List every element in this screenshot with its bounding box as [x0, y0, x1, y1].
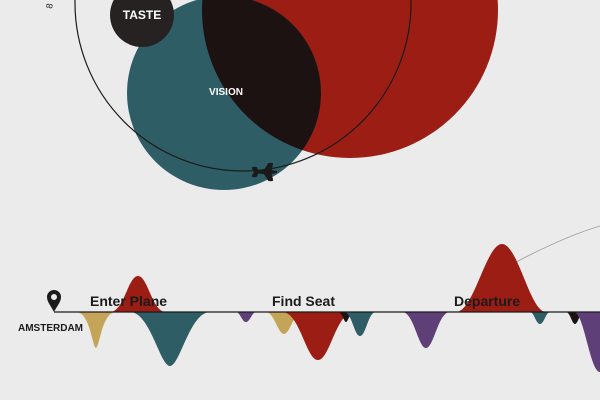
phase-enter-plane: Enter Plane — [90, 293, 167, 309]
flight-orbit — [74, 0, 412, 172]
vision-label: VISION — [209, 87, 243, 98]
wave-purple-2 — [402, 312, 450, 348]
faint-arc — [504, 225, 600, 269]
phase-find-seat: Find Seat — [272, 293, 335, 309]
taste-label: TASTE — [123, 8, 161, 22]
wave-teal-1 — [130, 312, 210, 366]
airplane-icon — [251, 162, 277, 182]
wave-red-3 — [456, 244, 546, 312]
wave-teal-3 — [530, 312, 550, 324]
wave-red-1 — [110, 276, 166, 312]
wave-purple-1 — [236, 312, 256, 322]
wave-red-2 — [282, 312, 354, 360]
orbit-marker-label: 8 — [44, 3, 55, 10]
wave-teal-2 — [344, 312, 376, 336]
taste-bubble — [110, 0, 174, 47]
wave-purple-3 — [574, 312, 600, 372]
map-pin-icon — [47, 290, 61, 312]
phase-departure: Departure — [454, 293, 520, 309]
origin-city-label: AMSTERDAM — [18, 323, 83, 334]
overlap-region — [202, 0, 321, 151]
timeline-waves — [76, 244, 600, 372]
wave-gold-1 — [76, 312, 116, 348]
